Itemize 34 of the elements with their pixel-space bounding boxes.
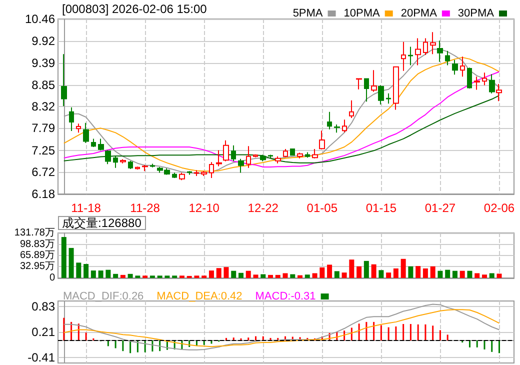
y-tick-label: 32.95万 <box>20 261 55 272</box>
legend-label: 5PMA <box>292 8 324 20</box>
y-tick-label: 0.83 <box>32 299 56 314</box>
legend-label: 30PMA <box>458 8 495 20</box>
text: MACD_DEA:0.42 <box>156 290 242 302</box>
y-tick-label: 0 <box>49 272 56 284</box>
y-tick-label: 10.46 <box>24 12 56 26</box>
y-tick-label: 7.25 <box>32 143 56 158</box>
legend-label: MACD:-0.31 <box>255 290 316 302</box>
y-tick-label: 9.39 <box>32 56 56 70</box>
series-label: MACD_DIF:0.26 <box>62 290 144 302</box>
x-tick-label: 11-28 <box>130 201 160 215</box>
x-tick-label: 02-06 <box>484 201 515 215</box>
y-tick-label: 98.83万 <box>20 238 55 250</box>
y-tick-label: 8.85 <box>32 78 56 92</box>
x-tick-label: 01-05 <box>306 201 338 215</box>
y-tick-label: -0.41 <box>28 350 56 364</box>
y-tick-label: 7.79 <box>32 121 56 136</box>
y-tick-label: 9.92 <box>32 34 56 48</box>
y-tick-label: 6.18 <box>32 187 56 201</box>
y-tick-label: 65.89万 <box>20 250 55 261</box>
x-tick-label: 12-10 <box>188 201 220 215</box>
y-tick-label: 6.72 <box>32 164 56 179</box>
y-tick-label: 131.78万 <box>14 228 55 238</box>
legend-label: 20PMA <box>400 8 438 20</box>
chart-title: 成交量:126880 <box>62 216 142 230</box>
x-tick-label: 01-27 <box>424 201 456 215</box>
chart-title: [000803] 2026-02-06 15:00 <box>62 2 208 16</box>
legend-label: 10PMA <box>344 8 381 20</box>
y-tick-label: 0.21 <box>32 324 56 339</box>
x-tick-label: 12-22 <box>248 201 279 215</box>
x-tick-label: 01-15 <box>366 201 397 215</box>
y-tick-label: 8.32 <box>32 100 56 114</box>
x-tick-label: 11-18 <box>71 201 102 215</box>
